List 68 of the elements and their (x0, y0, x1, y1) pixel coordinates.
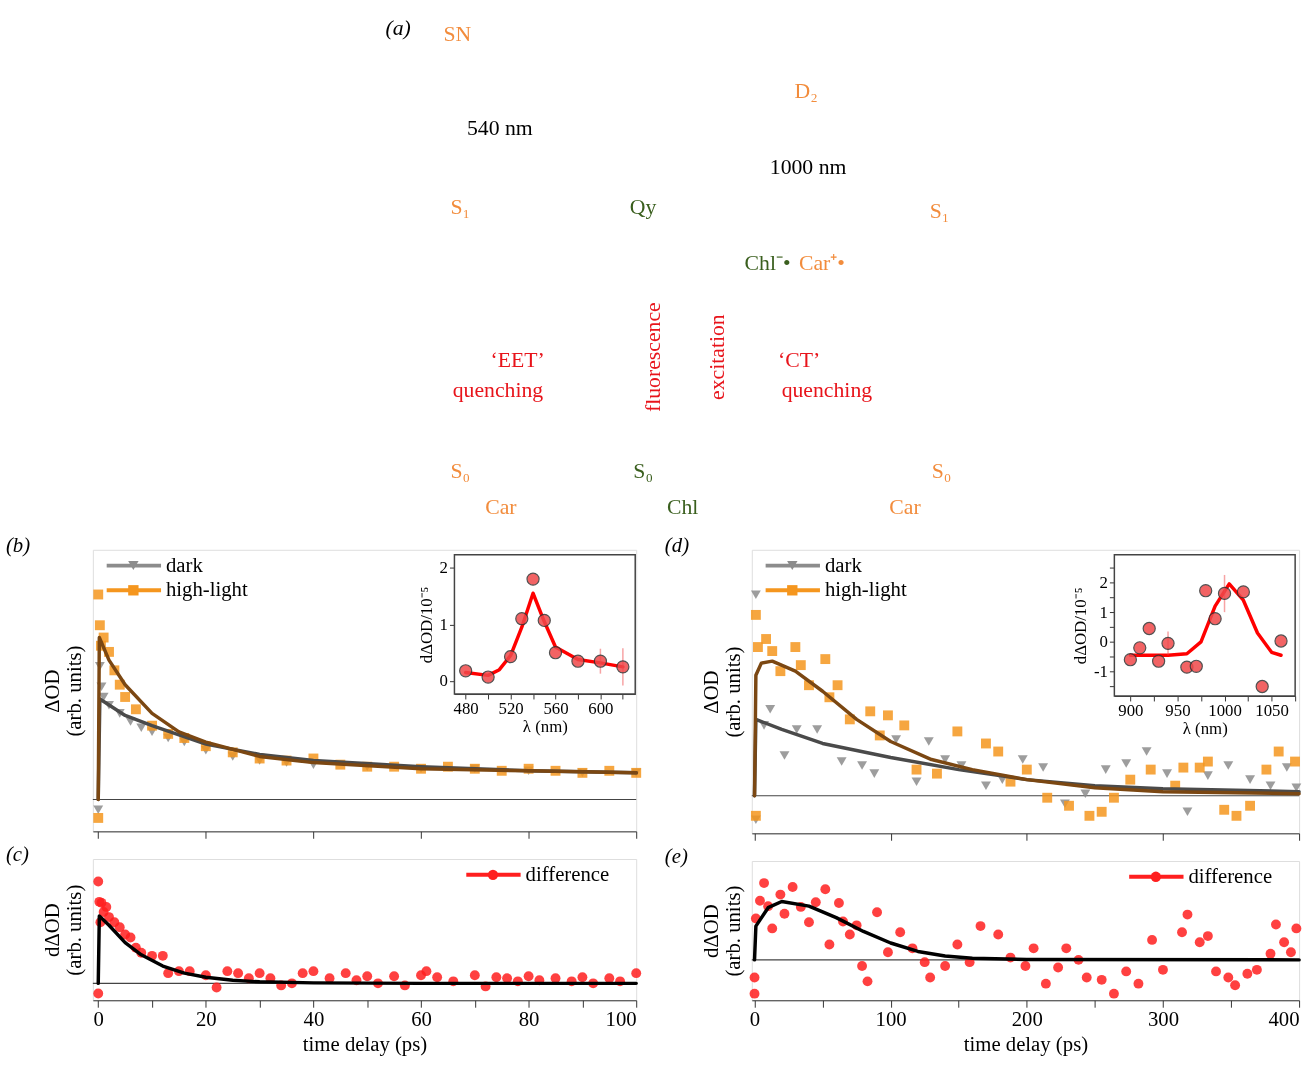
x-axis-title: λ (nm) (522, 717, 568, 737)
x-tick-label: 1000 (1208, 701, 1242, 721)
y-tick-label: 1 (1099, 602, 1108, 622)
x-axis-title: time delay (ps) (302, 1033, 428, 1057)
y-axis-title: dΔOD/10⁻⁵ (416, 586, 436, 664)
x-tick-label: 40 (303, 1008, 325, 1031)
x-tick-label: 20 (195, 1008, 217, 1031)
text: Car (485, 495, 518, 520)
x-tick-label: 400 (1268, 1008, 1300, 1031)
text: ‘CT’ (778, 348, 821, 373)
text: Car (889, 495, 922, 520)
text: fluorescence (640, 302, 665, 413)
y-axis-title: dΔOD (arb. units) (40, 884, 87, 976)
x-tick-label: 200 (1011, 1008, 1043, 1031)
x-tick-label: 60 (411, 1008, 432, 1031)
x-tick-label: 900 (1118, 701, 1144, 721)
x-tick-label: 0 (749, 1008, 761, 1031)
chart-title: (c) (5, 842, 30, 866)
text: 1000 nm (769, 155, 847, 180)
y-tick-label: 2 (1099, 572, 1108, 592)
text: D₂ (794, 79, 818, 104)
text: S₁ (929, 198, 950, 223)
legend-label: difference (1188, 864, 1273, 887)
y-tick-label: -1 (1093, 662, 1108, 682)
chart-title: (d) (664, 533, 690, 557)
y-axis-title: ΔOD (arb. units) (699, 646, 746, 738)
y-axis-title: ΔOD (arb. units) (40, 645, 87, 737)
x-tick-label: 100 (875, 1008, 907, 1031)
chart-title: (b) (5, 533, 31, 557)
text: 540 nm (467, 115, 533, 140)
text: Chl⁻• (744, 251, 791, 276)
x-tick-label: 300 (1147, 1008, 1179, 1031)
text: quenching (781, 377, 873, 402)
y-tick-label: 1 (439, 614, 449, 634)
text: quenching (452, 377, 544, 402)
legend-label: high-light (824, 578, 907, 602)
y-axis-title: dΔOD (arb. units) (699, 885, 746, 977)
x-tick-label: 520 (498, 699, 524, 719)
legend-label: difference (525, 862, 610, 885)
x-tick-label: 80 (518, 1008, 540, 1031)
text: SN (443, 22, 472, 47)
text: S₀ (931, 458, 952, 483)
legend-label: dark (165, 553, 204, 576)
y-axis-title: dΔOD/10⁻⁵ (1071, 587, 1091, 665)
text: excitation (705, 314, 730, 400)
x-tick-label: 1050 (1255, 701, 1289, 721)
y-tick-label: 2 (439, 558, 449, 578)
text: ‘EET’ (490, 348, 545, 373)
text: Qy (629, 194, 657, 219)
x-axis-title: time delay (ps) (963, 1033, 1089, 1057)
x-tick-label: 0 (93, 1008, 104, 1031)
text: S₀ (450, 458, 471, 483)
text: (a) (385, 16, 411, 41)
y-tick-label: 0 (1099, 632, 1108, 652)
x-axis-title: λ (nm) (1182, 719, 1228, 739)
text: Chl (666, 495, 699, 520)
chart-title: (e) (664, 844, 688, 868)
x-tick-label: 100 (605, 1008, 637, 1031)
x-tick-label: 600 (588, 699, 614, 719)
legend-label: dark (824, 553, 863, 576)
x-tick-label: 560 (543, 699, 569, 719)
x-tick-label: 950 (1165, 701, 1191, 721)
text: S₀ (633, 458, 653, 483)
text: S₁ (450, 194, 471, 219)
text: Car⁺• (798, 251, 845, 276)
legend-label: high-light (165, 578, 248, 602)
x-tick-label: 480 (453, 699, 479, 719)
y-tick-label: 0 (439, 671, 449, 691)
